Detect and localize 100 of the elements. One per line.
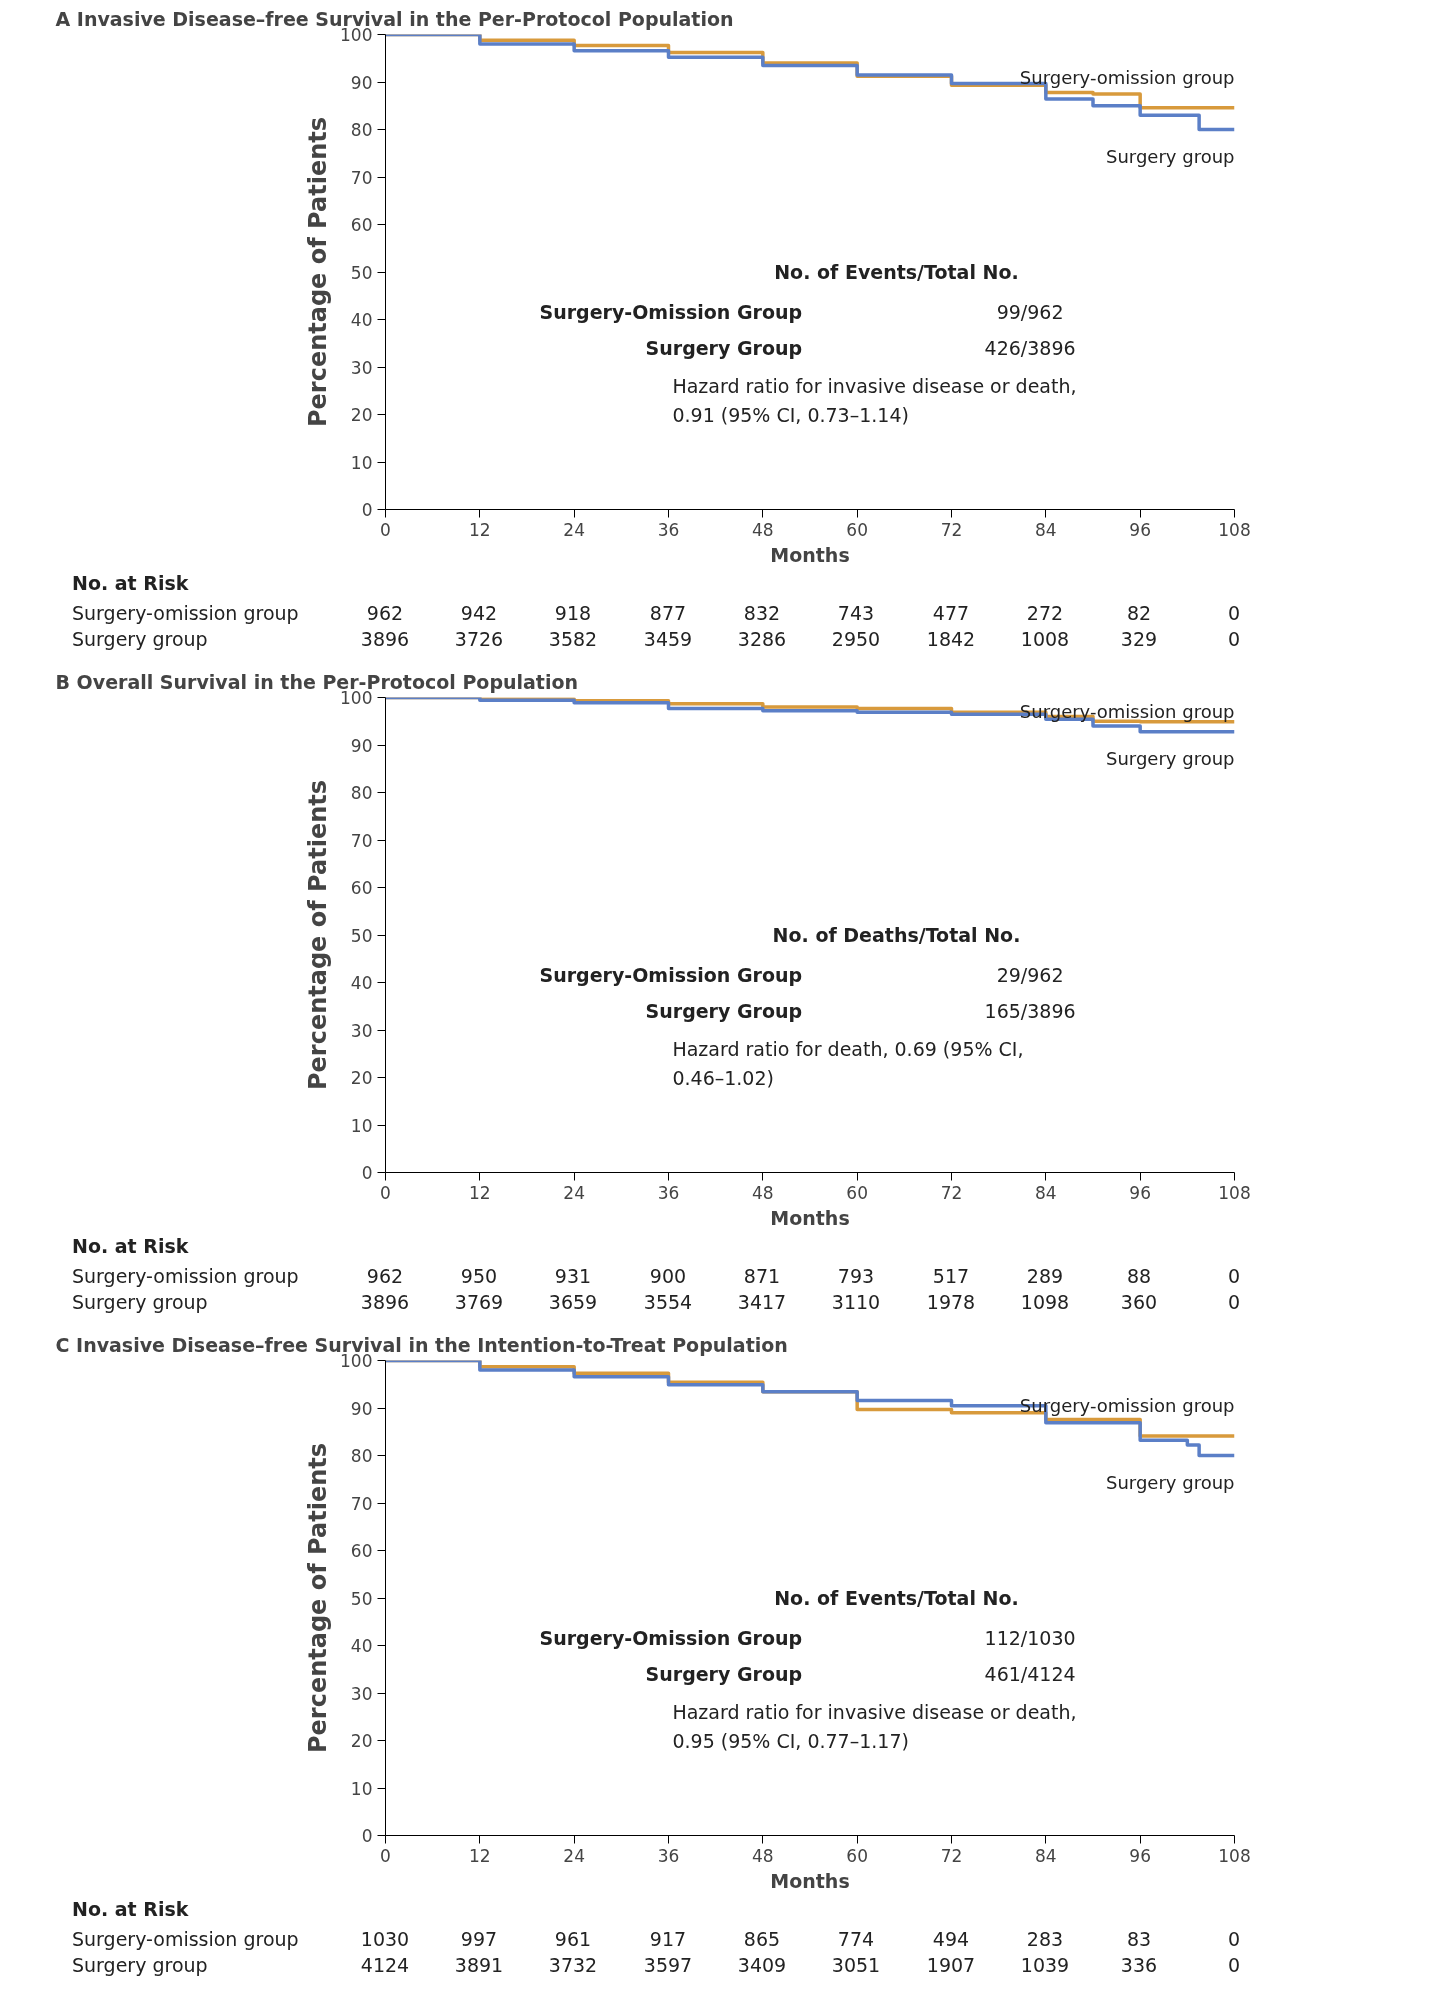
y-tick-label: 0 xyxy=(361,1163,373,1183)
y-axis-title: Percentage of Patients xyxy=(304,1442,333,1754)
y-tick-label: 20 xyxy=(350,405,373,425)
text: 3417 xyxy=(737,1290,787,1315)
y-tick-label: 80 xyxy=(350,120,373,140)
y-tick-label: 70 xyxy=(350,830,373,851)
text: 3891 xyxy=(454,1953,504,1978)
x-tick-label: 72 xyxy=(940,519,963,540)
x-tick-label: 84 xyxy=(1035,1182,1057,1203)
x-tick-label: 60 xyxy=(846,1845,868,1866)
x-tick-label: 24 xyxy=(563,1845,585,1866)
text: 1030 xyxy=(360,1927,410,1952)
text: 3659 xyxy=(548,1290,598,1315)
text: 3554 xyxy=(643,1290,693,1315)
text: 272 xyxy=(1026,601,1064,626)
y-tick-label: 30 xyxy=(350,357,373,378)
text: Surgery group xyxy=(72,1290,208,1315)
text: 3582 xyxy=(548,627,598,652)
y-tick-label: 90 xyxy=(350,1398,373,1419)
x-tick-label: 84 xyxy=(1035,1845,1057,1866)
x-tick-label: 96 xyxy=(1129,1182,1151,1203)
text: 961 xyxy=(554,1927,592,1952)
text: 997 xyxy=(460,1927,498,1952)
text: 4124 xyxy=(360,1953,410,1978)
x-tick-label: 12 xyxy=(469,1182,491,1203)
y-axis-title: Percentage of Patients xyxy=(304,116,333,428)
x-tick-label: 108 xyxy=(1218,1182,1251,1203)
series-label: Surgery-omission group xyxy=(1019,66,1235,88)
text: 0 xyxy=(1227,1927,1241,1952)
text: 88 xyxy=(1126,1264,1152,1289)
x-tick-label: 48 xyxy=(752,1845,774,1866)
text: 336 xyxy=(1120,1953,1158,1978)
y-tick-label: 60 xyxy=(350,215,373,235)
text: 832 xyxy=(743,601,781,626)
text: 477 xyxy=(932,601,970,626)
y-tick-label: 100 xyxy=(340,25,373,45)
text: 283 xyxy=(1026,1927,1064,1952)
y-tick-label: 0 xyxy=(361,1826,373,1846)
text: 3896 xyxy=(360,627,410,652)
text: Surgery group xyxy=(72,1953,208,1978)
text: Surgery-omission group xyxy=(72,1927,299,1952)
text: 918 xyxy=(554,601,592,626)
annotation: 29/962 xyxy=(996,964,1064,987)
y-tick-label: 90 xyxy=(350,735,373,756)
text: 0 xyxy=(1227,1953,1241,1978)
y-tick-label: 50 xyxy=(350,925,373,946)
x-tick-label: 60 xyxy=(846,519,868,540)
text: 360 xyxy=(1120,1290,1158,1315)
y-tick-label: 40 xyxy=(350,310,373,330)
y-tick-label: 60 xyxy=(350,1541,373,1561)
annotation: Surgery-Omission Group xyxy=(539,964,803,987)
text: 0 xyxy=(1227,1290,1241,1315)
y-tick-label: 10 xyxy=(350,1115,373,1136)
y-tick-label: 100 xyxy=(340,688,373,708)
annotation: 99/962 xyxy=(996,301,1064,324)
series-label: Surgery-omission group xyxy=(1019,1395,1235,1417)
text: 3769 xyxy=(454,1290,504,1315)
y-tick-label: 10 xyxy=(350,452,373,473)
y-tick-label: 40 xyxy=(350,1636,373,1656)
y-tick-label: 80 xyxy=(350,783,373,803)
text: Surgery-omission group xyxy=(72,1264,299,1289)
annotation: 461/4124 xyxy=(984,1663,1076,1685)
text: 0 xyxy=(1227,627,1241,652)
y-tick-label: 20 xyxy=(350,1068,373,1088)
x-tick-label: 72 xyxy=(940,1845,963,1866)
x-tick-label: 36 xyxy=(657,1845,680,1866)
y-tick-label: 70 xyxy=(350,1493,373,1514)
text: 962 xyxy=(366,601,404,626)
x-tick-label: 84 xyxy=(1035,519,1057,540)
x-tick-label: 24 xyxy=(563,1182,585,1203)
text: 3597 xyxy=(643,1953,693,1978)
text: 0 xyxy=(1227,601,1241,626)
series-label: Surgery group xyxy=(1106,145,1235,167)
y-tick-label: 50 xyxy=(350,1588,373,1609)
text: 3732 xyxy=(548,1953,598,1978)
annotation: Surgery Group xyxy=(645,1000,803,1022)
x-tick-label: 72 xyxy=(940,1182,963,1203)
text: 82 xyxy=(1126,601,1152,626)
x-tick-label: 108 xyxy=(1218,519,1251,540)
text: 3896 xyxy=(360,1290,410,1315)
text: 3409 xyxy=(737,1953,787,1978)
text: 871 xyxy=(743,1264,781,1289)
y-tick-label: 50 xyxy=(350,262,373,283)
x-tick-label: 48 xyxy=(752,519,774,540)
y-tick-label: 60 xyxy=(350,878,373,898)
y-tick-label: 0 xyxy=(361,500,373,520)
y-tick-label: 10 xyxy=(350,1778,373,1799)
x-tick-label: 12 xyxy=(469,519,491,540)
text: 931 xyxy=(554,1264,592,1289)
text: Surgery group xyxy=(72,627,208,652)
x-tick-label: 36 xyxy=(657,519,680,540)
text: 3726 xyxy=(454,627,504,652)
text: 3286 xyxy=(737,627,787,652)
text: 1907 xyxy=(926,1953,976,1978)
annotation: Surgery Group xyxy=(645,337,803,359)
annotation: No. of Events/Total No. xyxy=(774,1587,1019,1609)
text: 3459 xyxy=(643,627,693,652)
y-tick-label: 30 xyxy=(350,1683,373,1704)
annotation: Surgery-Omission Group xyxy=(539,1627,803,1650)
series-label: Surgery group xyxy=(1106,1471,1235,1493)
